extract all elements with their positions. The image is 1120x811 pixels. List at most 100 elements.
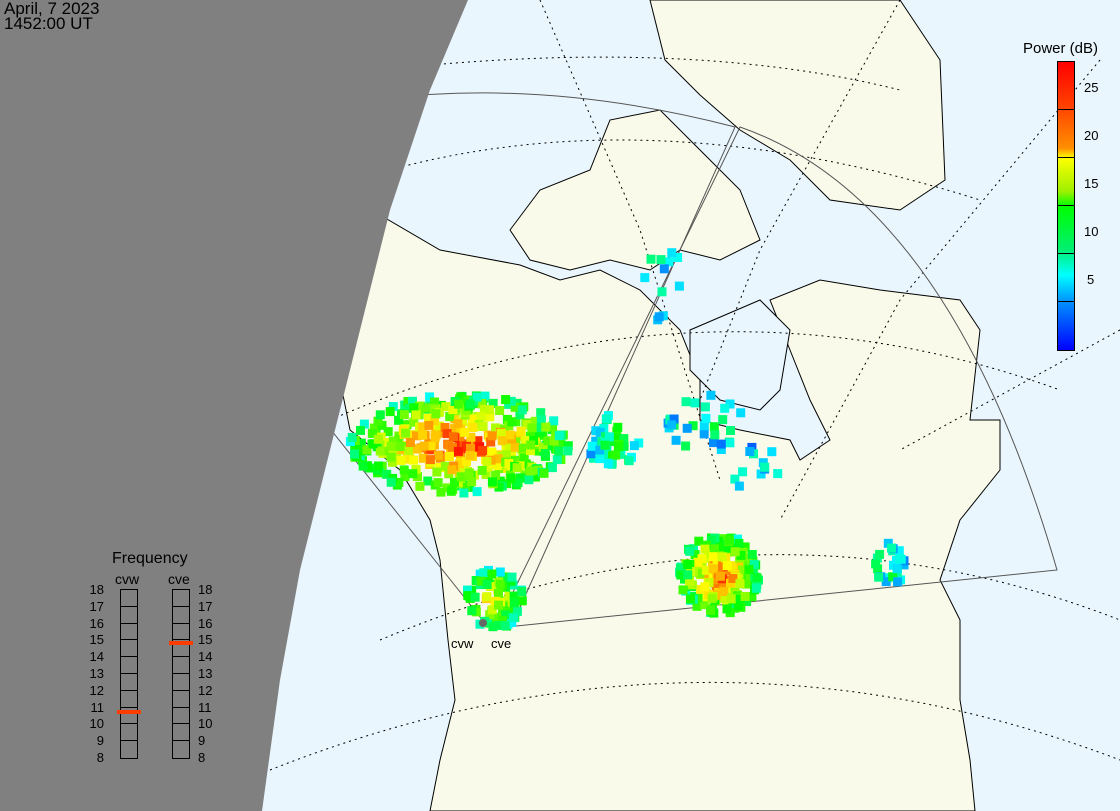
echo-cell <box>487 431 497 441</box>
echo-cell <box>554 431 564 441</box>
echo-cell <box>667 420 677 430</box>
colorbar-tick: 15 <box>1084 176 1099 191</box>
echo-cell <box>467 606 477 616</box>
echo-cell <box>476 576 486 586</box>
echo-cell <box>700 544 710 554</box>
echo-cell <box>386 441 396 451</box>
echo-cell <box>700 402 710 412</box>
echo-cell <box>491 423 500 433</box>
echo-cell <box>726 578 735 588</box>
echo-cell <box>358 461 368 471</box>
echo-cell <box>720 403 730 413</box>
echo-cell <box>504 459 514 469</box>
echo-cell <box>554 446 564 456</box>
echo-cell <box>472 392 482 402</box>
echo-cell <box>508 613 518 623</box>
echo-cell <box>519 453 529 463</box>
echo-cell <box>685 594 695 604</box>
echo-cell <box>441 402 451 412</box>
echo-cell <box>505 430 515 440</box>
echo-cell <box>722 604 732 614</box>
echo-cell <box>369 423 379 433</box>
echo-cell <box>536 408 546 418</box>
echo-cell <box>681 441 691 451</box>
echo-cell <box>888 572 898 582</box>
echo-cell <box>478 446 488 455</box>
power-colorbar <box>1057 61 1075 351</box>
echo-cell <box>465 451 475 460</box>
echo-cell <box>455 459 465 469</box>
echo-cell <box>425 455 435 465</box>
echo-cell <box>718 415 728 425</box>
echo-cell <box>595 445 605 455</box>
echo-cell <box>742 597 752 607</box>
echo-cell <box>718 534 728 544</box>
echo-cell <box>749 559 759 569</box>
echo-cell <box>482 457 492 466</box>
echo-cell <box>893 577 903 587</box>
echo-cell <box>659 264 669 274</box>
echo-cell <box>432 467 442 477</box>
echo-cell <box>460 482 470 492</box>
echo-cell <box>522 420 532 430</box>
echo-cell <box>699 429 709 439</box>
echo-cell <box>752 573 762 583</box>
echo-cell <box>466 443 475 453</box>
echo-cell <box>747 592 757 602</box>
echo-cell <box>744 565 754 575</box>
echo-cell <box>498 616 508 626</box>
echo-cell <box>674 281 684 291</box>
echo-cell <box>388 457 397 467</box>
echo-cell <box>413 472 422 481</box>
echo-cell <box>715 571 725 581</box>
echo-cell <box>470 592 480 602</box>
echo-cell <box>667 248 677 258</box>
echo-cell <box>734 481 744 491</box>
echo-cell <box>467 477 477 487</box>
radar-name-cve: cve <box>168 571 190 587</box>
echo-cell <box>488 622 498 632</box>
echo-cell <box>394 415 404 425</box>
echo-cell <box>499 573 509 583</box>
frequency-tick-label: 14 <box>198 649 213 665</box>
echo-cell <box>359 419 369 429</box>
echo-cell <box>423 476 433 486</box>
frequency-scale-cve <box>172 589 190 759</box>
echo-cell <box>706 390 716 400</box>
echo-cell <box>497 436 507 446</box>
echo-cell <box>510 402 520 412</box>
echo-cell <box>730 547 740 557</box>
echo-cell <box>496 428 506 438</box>
echo-cell <box>548 421 558 431</box>
echo-cell <box>418 453 428 463</box>
echo-cell <box>440 461 450 471</box>
echo-cell <box>875 549 885 559</box>
echo-cell <box>493 454 503 464</box>
echo-cell <box>526 440 536 450</box>
echo-cell <box>734 600 743 610</box>
echo-cell <box>605 437 615 447</box>
echo-cell <box>468 414 477 424</box>
echo-cell <box>472 487 482 497</box>
echo-cell <box>671 435 681 445</box>
echo-cell <box>362 445 372 455</box>
echo-cell <box>394 435 404 445</box>
echo-cell <box>501 450 511 460</box>
echo-cell <box>685 576 695 586</box>
frequency-marker-cvw <box>117 709 141 714</box>
echo-cell <box>408 469 418 479</box>
echo-cell <box>494 600 503 610</box>
echo-cell <box>466 432 476 442</box>
echo-cell <box>675 563 685 573</box>
echo-cell <box>456 472 466 482</box>
echo-cell <box>517 405 527 415</box>
echo-cell <box>728 574 738 583</box>
echo-cell <box>409 417 419 427</box>
echo-cell <box>697 593 707 603</box>
echo-cell <box>563 441 573 451</box>
echo-cell <box>743 555 753 565</box>
frequency-tick-label: 10 <box>89 716 104 732</box>
echo-cell <box>498 605 508 615</box>
echo-cell <box>543 436 553 446</box>
echo-cell <box>415 481 425 491</box>
